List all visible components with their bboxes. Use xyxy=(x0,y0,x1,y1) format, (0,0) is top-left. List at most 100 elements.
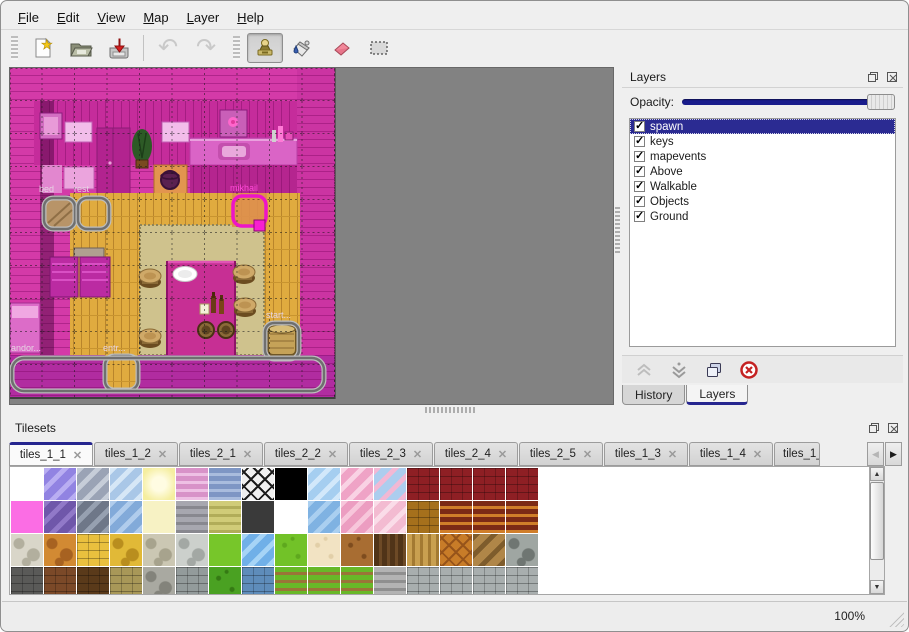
tileset-tile[interactable] xyxy=(506,534,538,566)
tileset-tile[interactable] xyxy=(176,468,208,500)
scrollbar-thumb[interactable] xyxy=(870,482,884,560)
tileset-tile[interactable] xyxy=(341,567,373,594)
tileset-tile[interactable] xyxy=(110,468,142,500)
menu-view[interactable]: View xyxy=(97,9,126,25)
scroll-tabs-left-button[interactable]: ◀ xyxy=(867,442,884,466)
scroll-tabs-right-button[interactable]: ▶ xyxy=(885,442,902,466)
tileset-tile[interactable] xyxy=(110,534,142,566)
tileset-tile[interactable] xyxy=(440,534,472,566)
tileset-tab[interactable]: tiles_1_2 ✕ xyxy=(94,442,178,466)
close-tab-icon[interactable]: ✕ xyxy=(497,448,508,461)
tileset-tile[interactable] xyxy=(209,501,241,533)
close-tilesets-button[interactable] xyxy=(885,421,900,435)
layer-visible-checkbox[interactable] xyxy=(634,119,645,132)
tileset-tile[interactable] xyxy=(308,468,340,500)
map-canvas[interactable]: bed rest mikhail start... entr... xyxy=(9,67,614,405)
tileset-tile[interactable] xyxy=(473,567,505,594)
tileset-tab[interactable]: tiles_1_1 ✕ xyxy=(9,442,93,466)
tileset-tile[interactable] xyxy=(407,501,439,533)
tileset-tile[interactable] xyxy=(209,567,241,594)
tileset-tile[interactable] xyxy=(77,534,109,566)
menu-file[interactable]: File xyxy=(18,9,39,25)
tileset-tile[interactable] xyxy=(407,468,439,500)
tileset-tile[interactable] xyxy=(341,534,373,566)
tileset-tile[interactable] xyxy=(143,501,175,533)
tileset-tile[interactable] xyxy=(209,534,241,566)
close-tab-icon[interactable]: ✕ xyxy=(667,448,678,461)
tileset-tile[interactable] xyxy=(11,468,43,500)
tileset-tile[interactable] xyxy=(11,501,43,533)
opacity-handle[interactable] xyxy=(867,94,895,110)
tileset-tile[interactable] xyxy=(308,534,340,566)
layer-row-mapevents[interactable]: mapevents xyxy=(630,149,895,164)
layer-visible-checkbox[interactable] xyxy=(634,134,645,147)
tileset-tile[interactable] xyxy=(473,468,505,500)
menu-edit[interactable]: Edit xyxy=(56,9,80,25)
layer-row-ground[interactable]: Ground xyxy=(630,209,895,224)
tileset-tile[interactable] xyxy=(374,501,406,533)
tileset-tile[interactable] xyxy=(506,501,538,533)
map-object-bed[interactable]: bed xyxy=(39,184,78,232)
layer-visible-checkbox[interactable] xyxy=(634,209,645,222)
opacity-slider[interactable] xyxy=(682,94,895,110)
layer-row-keys[interactable]: keys xyxy=(630,134,895,149)
toolbar-grip-2[interactable] xyxy=(233,36,240,60)
layer-row-objects[interactable]: Objects xyxy=(630,194,895,209)
tileset-tile[interactable] xyxy=(407,567,439,594)
layer-visible-checkbox[interactable] xyxy=(634,194,645,207)
tileset-tab[interactable]: tiles_2_1 ✕ xyxy=(179,442,263,466)
tileset-tile[interactable] xyxy=(473,501,505,533)
tileset-tab[interactable]: tiles_2_5 ✕ xyxy=(519,442,603,466)
layer-visible-checkbox[interactable] xyxy=(634,164,645,177)
layer-visible-checkbox[interactable] xyxy=(634,149,645,162)
close-tab-icon[interactable]: ✕ xyxy=(327,448,338,461)
tileset-tile[interactable] xyxy=(77,468,109,500)
tileset-tile[interactable] xyxy=(176,567,208,594)
tileset-tile[interactable] xyxy=(143,468,175,500)
tileset-tile[interactable] xyxy=(374,534,406,566)
tileset-tile[interactable] xyxy=(440,501,472,533)
tileset-tile[interactable] xyxy=(143,567,175,594)
undo-button[interactable]: ↶ xyxy=(150,33,186,63)
menu-help[interactable]: Help xyxy=(237,9,264,25)
close-tab-icon[interactable]: ✕ xyxy=(752,448,763,461)
toolbar-grip[interactable] xyxy=(11,36,18,60)
tileset-scrollbar[interactable]: ▲ ▼ xyxy=(869,466,885,595)
tileset-tile[interactable] xyxy=(77,501,109,533)
tileset-tile[interactable] xyxy=(11,534,43,566)
tileset-tile[interactable] xyxy=(275,567,307,594)
tileset-tile[interactable] xyxy=(275,501,307,533)
tab-layers[interactable]: Layers xyxy=(686,385,749,405)
tileset-tile[interactable] xyxy=(341,468,373,500)
tileset-tile[interactable] xyxy=(209,468,241,500)
tileset-tile[interactable] xyxy=(275,534,307,566)
tileset-tile[interactable] xyxy=(44,468,76,500)
tileset-tile[interactable] xyxy=(341,501,373,533)
scroll-down-button[interactable]: ▼ xyxy=(870,580,884,594)
close-tab-icon[interactable]: ✕ xyxy=(412,448,423,461)
tileset-tile[interactable] xyxy=(110,567,142,594)
lower-layer-button[interactable] xyxy=(665,358,693,382)
stamp-brush-button[interactable] xyxy=(247,33,283,63)
tileset-tile[interactable] xyxy=(308,501,340,533)
tileset-tile[interactable] xyxy=(176,501,208,533)
close-tab-icon[interactable]: ✕ xyxy=(582,448,593,461)
duplicate-layer-button[interactable] xyxy=(700,358,728,382)
tileset-tile[interactable] xyxy=(143,534,175,566)
layer-row-walkable[interactable]: Walkable xyxy=(630,179,895,194)
tileset-tab[interactable]: tiles_2_2 ✕ xyxy=(264,442,348,466)
vertical-splitter[interactable] xyxy=(614,67,622,405)
tileset-tile[interactable] xyxy=(308,567,340,594)
tab-history[interactable]: History xyxy=(622,385,686,405)
horizontal-splitter[interactable] xyxy=(425,407,475,413)
tileset-tile[interactable] xyxy=(374,468,406,500)
tileset-tile[interactable] xyxy=(110,501,142,533)
float-panel-button[interactable] xyxy=(865,70,880,84)
resize-grip[interactable] xyxy=(886,609,904,627)
delete-layer-button[interactable] xyxy=(735,358,763,382)
scroll-up-button[interactable]: ▲ xyxy=(870,467,884,481)
tileset-tile[interactable] xyxy=(44,501,76,533)
menu-layer[interactable]: Layer xyxy=(186,9,220,25)
tileset-tile[interactable] xyxy=(473,534,505,566)
save-button[interactable] xyxy=(101,33,137,63)
